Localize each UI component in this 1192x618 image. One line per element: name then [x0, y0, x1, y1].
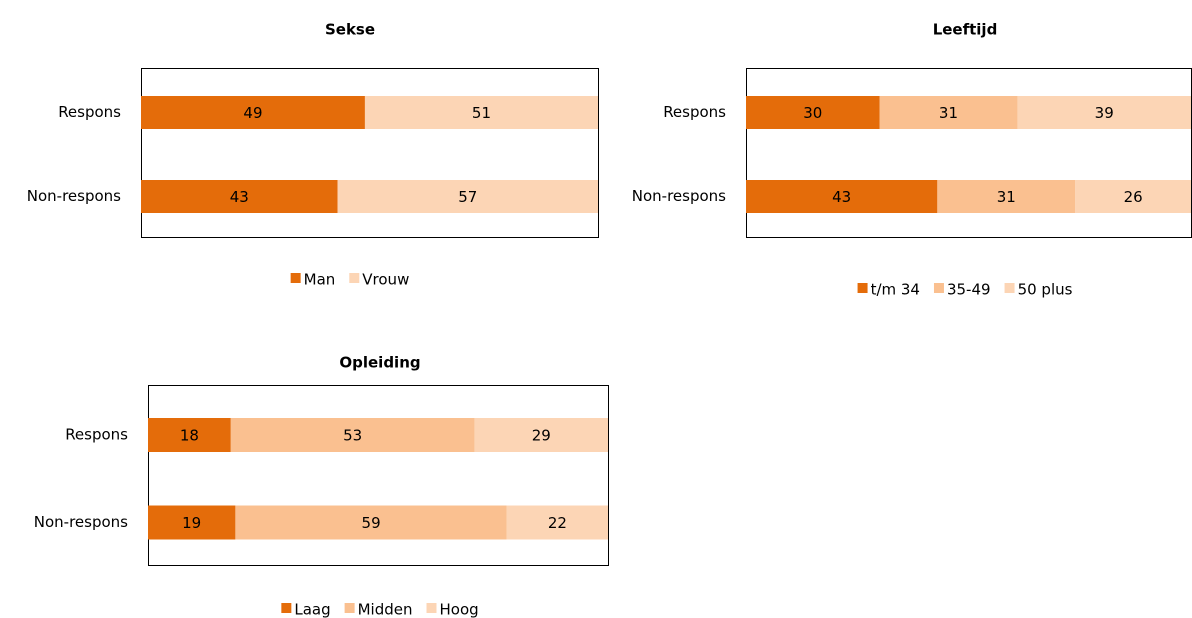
- legend-label: Midden: [358, 601, 413, 618]
- legend-swatch: [426, 603, 437, 613]
- legend-swatch: [344, 603, 355, 613]
- data-label: 43: [230, 188, 249, 206]
- bar-segment: [235, 505, 507, 540]
- legend-swatch: [290, 273, 301, 283]
- data-label: 53: [343, 427, 362, 445]
- legend-swatch: [1004, 283, 1015, 293]
- bar-segment: [141, 96, 365, 129]
- legend-label: t/m 34: [871, 281, 920, 299]
- plot-area: [148, 385, 609, 566]
- legend-label: 50 plus: [1018, 281, 1073, 299]
- bar-segment: [506, 505, 608, 540]
- plot-area: [141, 68, 599, 238]
- data-label: 49: [243, 104, 262, 122]
- chart-title: Opleiding: [339, 354, 420, 372]
- bar-segment: [148, 505, 236, 540]
- data-label: 31: [997, 188, 1016, 206]
- bar-segment: [1017, 96, 1191, 129]
- data-label: 31: [939, 104, 958, 122]
- category-label: Respons: [663, 103, 726, 121]
- data-label: 29: [532, 427, 551, 445]
- category-label: Respons: [65, 426, 128, 444]
- bar-segment: [474, 418, 608, 452]
- category-label: Non-respons: [632, 187, 726, 205]
- data-label: 18: [180, 427, 199, 445]
- data-label: 57: [458, 188, 477, 206]
- legend-label: Vrouw: [362, 271, 409, 289]
- legend-swatch: [857, 283, 868, 293]
- bar-segment: [746, 180, 938, 213]
- data-label: 59: [362, 514, 381, 532]
- bar-segment: [148, 418, 231, 452]
- data-label: 51: [472, 104, 491, 122]
- legend-label: Laag: [294, 601, 330, 618]
- legend-label: Hoog: [440, 601, 479, 618]
- data-label: 22: [548, 514, 567, 532]
- bar-segment: [141, 180, 338, 213]
- bar-segment: [879, 96, 1018, 129]
- chart-title: Sekse: [325, 21, 375, 39]
- chart-title: Leeftijd: [933, 21, 998, 39]
- data-label: 39: [1095, 104, 1114, 122]
- bar-segment: [337, 180, 598, 213]
- legend-label: Man: [304, 271, 336, 289]
- category-label: Non-respons: [34, 513, 128, 531]
- bar-segment: [230, 418, 475, 452]
- data-label: 30: [803, 104, 822, 122]
- bar-segment: [746, 96, 880, 129]
- category-label: Respons: [58, 103, 121, 121]
- data-label: 26: [1124, 188, 1143, 206]
- data-label: 43: [832, 188, 851, 206]
- bar-segment: [1075, 180, 1191, 213]
- legend-label: 35-49: [947, 281, 991, 299]
- bar-segment: [364, 96, 598, 129]
- category-label: Non-respons: [27, 187, 121, 205]
- legend-swatch: [349, 273, 360, 283]
- bar-segment: [937, 180, 1076, 213]
- legend-swatch: [933, 283, 944, 293]
- legend-swatch: [281, 603, 292, 613]
- data-label: 19: [182, 514, 201, 532]
